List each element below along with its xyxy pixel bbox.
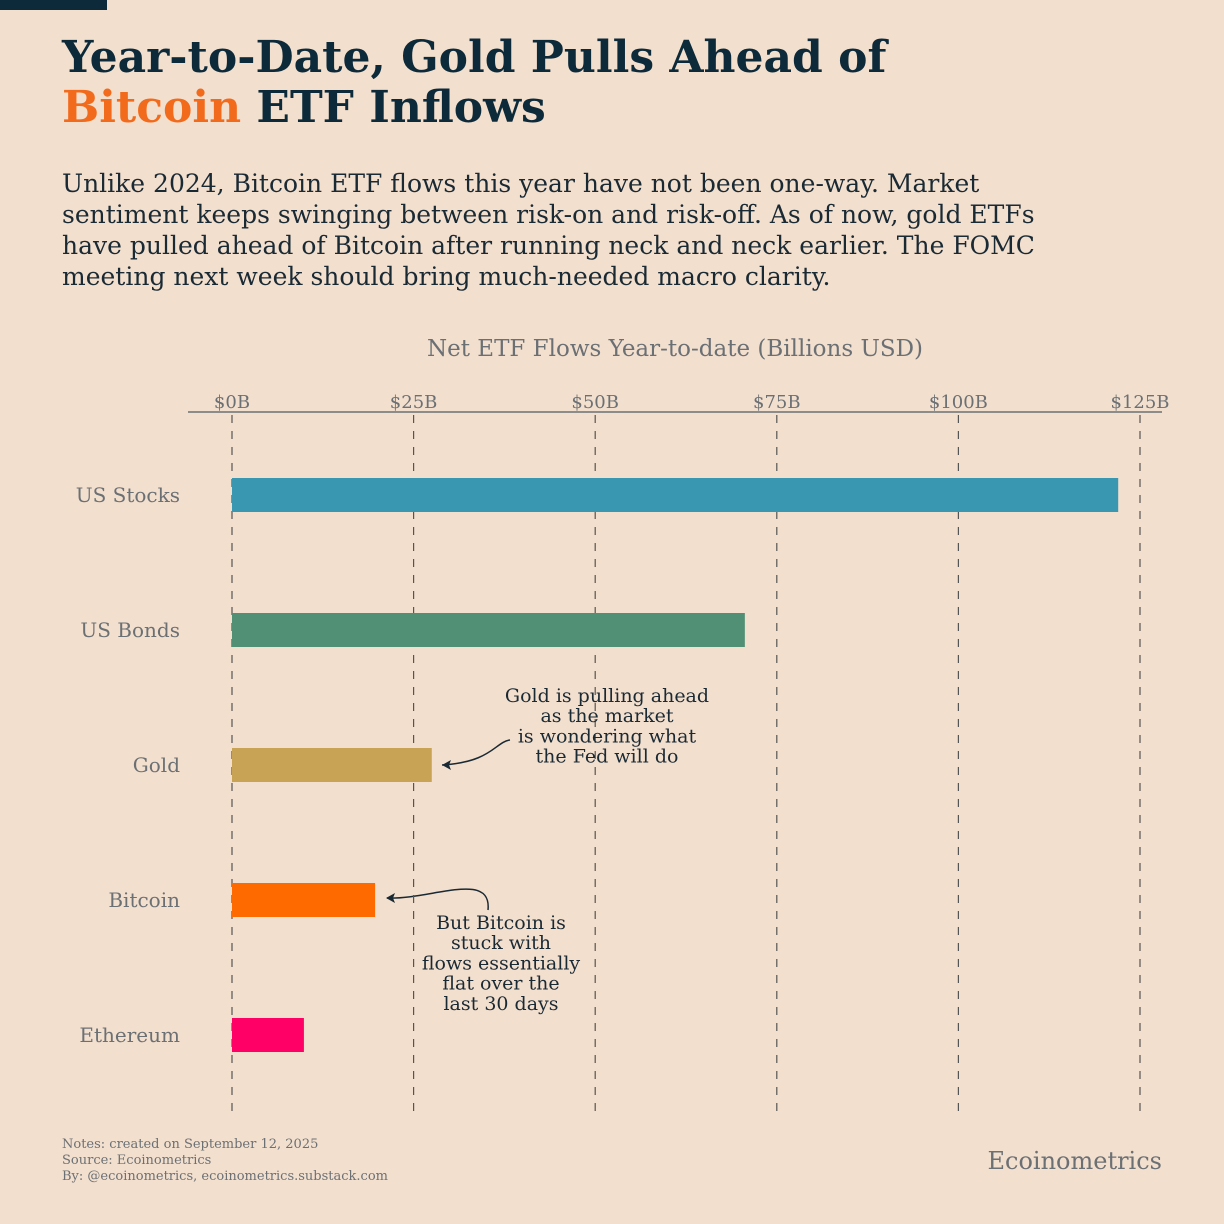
- arrowhead: [386, 893, 395, 903]
- annotation: flat over the: [442, 973, 559, 995]
- x-tick-label: $100B: [929, 392, 988, 413]
- x-tick-label: $0B: [214, 392, 250, 413]
- note: Notes: created on September 12, 2025: [62, 1137, 318, 1152]
- annotation: Gold is pulling ahead: [505, 685, 709, 707]
- note: Source: Ecoinometrics: [62, 1153, 211, 1168]
- annotation: stuck with: [451, 932, 551, 954]
- annotation-arrow: [441, 739, 511, 766]
- note: By: @ecoinometrics, ecoinometrics.substa…: [62, 1169, 388, 1184]
- annotation: flows essentially: [422, 952, 581, 974]
- y-tick-label: US Bonds: [80, 618, 180, 642]
- annotation: the Fed will do: [536, 746, 679, 768]
- annotation: as the market: [540, 705, 673, 727]
- x-tick-label: $50B: [571, 392, 619, 413]
- bar: [232, 613, 745, 647]
- top-accent: [0, 0, 107, 10]
- title-rest: ETF Inflows: [256, 82, 545, 133]
- chart-title: Year-to-Date, Gold Pulls Ahead of: [61, 32, 889, 83]
- annotation-arrow: [386, 888, 489, 911]
- bar: [232, 748, 432, 782]
- annotation: is wondering what: [518, 725, 697, 747]
- x-tick-label: $125B: [1110, 392, 1169, 413]
- bar: [232, 1018, 304, 1052]
- y-tick-label: US Stocks: [76, 483, 180, 507]
- y-tick-label: Gold: [133, 753, 180, 777]
- axis-label: Net ETF Flows Year-to-date (Billions USD…: [427, 336, 923, 362]
- y-tick-label: Bitcoin: [108, 888, 180, 912]
- subtitle: Unlike 2024, Bitcoin ETF flows this year…: [62, 169, 979, 198]
- x-tick-label: $75B: [753, 392, 801, 413]
- bar: [232, 478, 1119, 512]
- annotation: last 30 days: [443, 993, 558, 1015]
- y-tick-label: Ethereum: [79, 1023, 180, 1047]
- brand: Ecoinometrics: [987, 1147, 1162, 1175]
- x-tick-label: $25B: [390, 392, 438, 413]
- arrowhead: [442, 760, 451, 770]
- subtitle: have pulled ahead of Bitcoin after runni…: [62, 231, 1035, 260]
- subtitle: sentiment keeps swinging between risk-on…: [62, 200, 1035, 229]
- chart-title: Bitcoin ETF Inflows: [62, 82, 546, 133]
- subtitle: meeting next week should bring much-need…: [62, 262, 831, 291]
- annotation: But Bitcoin is: [436, 912, 566, 934]
- title-highlight: Bitcoin: [62, 82, 241, 133]
- bar: [232, 883, 376, 917]
